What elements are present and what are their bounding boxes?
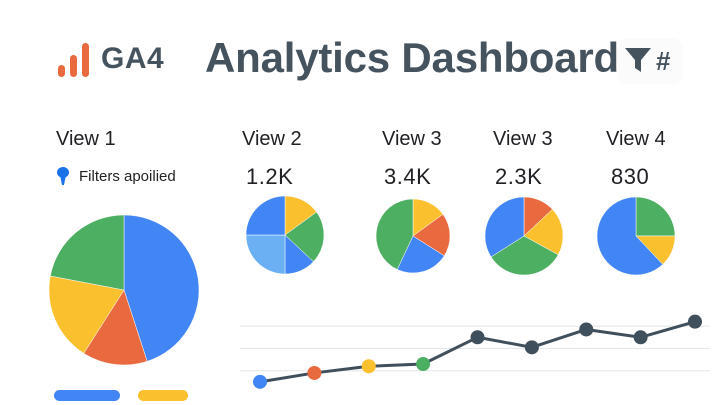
pie-slice-green — [635, 196, 676, 237]
pie-slice-blue — [484, 196, 525, 258]
product-logo-text: GA4 — [101, 42, 165, 75]
view-3-label: View 3 — [382, 128, 442, 150]
pie-slice-blue — [396, 235, 445, 274]
data-point — [470, 330, 485, 345]
hash-icon[interactable]: # — [656, 46, 671, 76]
data-point — [688, 314, 702, 329]
pie-slice-green — [284, 211, 325, 263]
pie-slice-red — [412, 213, 451, 257]
pie-chart-view-1 — [48, 214, 200, 366]
pin-icon — [57, 167, 69, 185]
pie-slice-red — [83, 289, 148, 366]
pie-slice-green — [490, 235, 559, 276]
data-point — [361, 359, 376, 374]
data-point — [307, 365, 322, 380]
line-chart — [240, 314, 710, 389]
pie-slice-blue — [596, 196, 664, 276]
view-3b-label: View 3 — [493, 128, 553, 150]
pie-slice-blue — [123, 214, 200, 362]
pie-slice-yellow — [523, 208, 564, 256]
data-point — [253, 374, 267, 389]
view-2-label: View 2 — [242, 128, 302, 150]
view-3-value: 3.4K — [384, 164, 432, 189]
pie-chart-view-2 — [245, 195, 325, 275]
pie-slice-green — [375, 198, 414, 270]
bar-chart-logo-icon — [58, 43, 89, 77]
pie-chart-view-3 — [375, 198, 451, 274]
page-title: Analytics Dashboard — [205, 34, 619, 81]
view-4-label: View 4 — [606, 128, 666, 150]
data-point — [633, 330, 648, 345]
pie-slice-blue-2 — [245, 195, 286, 236]
view-3b-value: 2.3K — [495, 164, 543, 189]
filters-status[interactable]: Filters apoilied — [56, 165, 176, 187]
legend-chip-yellow — [138, 390, 188, 401]
data-point — [524, 340, 539, 355]
data-point — [579, 322, 594, 337]
filters-applied-label: Filters apoilied — [79, 167, 176, 185]
pie-chart-view-4 — [596, 196, 676, 276]
legend-chip-blue — [54, 390, 120, 401]
pie-chart-view-3b — [484, 196, 564, 276]
pie-slice-light-blue — [245, 234, 286, 275]
filter-funnel-icon[interactable] — [623, 44, 653, 76]
view-4-value: 830 — [611, 164, 650, 189]
pie-slice-yellow — [48, 275, 125, 354]
pie-slice-green — [50, 214, 125, 291]
data-point — [416, 357, 431, 372]
view-1-label: View 1 — [56, 128, 116, 150]
filter-toolbar[interactable]: # — [617, 38, 683, 84]
view-2-value: 1.2K — [246, 164, 294, 189]
